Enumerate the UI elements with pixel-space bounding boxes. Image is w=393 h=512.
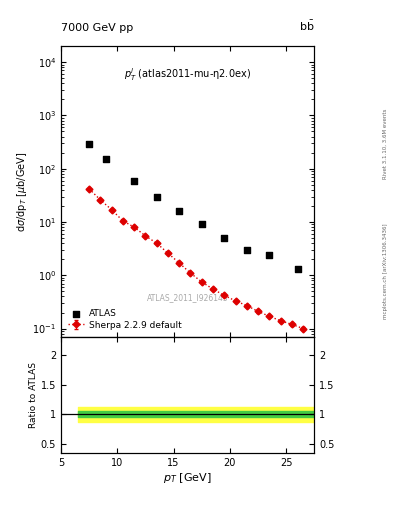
ATLAS xyxy=(294,265,301,273)
ATLAS xyxy=(131,177,137,185)
Text: mcplots.cern.ch [arXiv:1306.3436]: mcplots.cern.ch [arXiv:1306.3436] xyxy=(383,224,387,319)
Y-axis label: Ratio to ATLAS: Ratio to ATLAS xyxy=(29,362,38,428)
Text: 7000 GeV pp: 7000 GeV pp xyxy=(61,23,133,33)
ATLAS xyxy=(86,140,92,148)
ATLAS xyxy=(266,251,272,259)
ATLAS xyxy=(244,246,250,254)
ATLAS xyxy=(221,234,228,242)
Text: b$\bar{\mathsf{b}}$: b$\bar{\mathsf{b}}$ xyxy=(299,19,314,33)
Text: ATLAS_2011_I926145: ATLAS_2011_I926145 xyxy=(147,293,229,302)
Text: Rivet 3.1.10, 3.6M events: Rivet 3.1.10, 3.6M events xyxy=(383,108,387,179)
ATLAS xyxy=(176,207,182,215)
ATLAS xyxy=(198,220,205,228)
ATLAS xyxy=(103,155,109,163)
X-axis label: $p_T$ [GeV]: $p_T$ [GeV] xyxy=(163,471,212,485)
Legend: ATLAS, Sherpa 2.2.9 default: ATLAS, Sherpa 2.2.9 default xyxy=(65,306,184,332)
Y-axis label: d$\sigma$/dp$_T$ [$\mu$b/GeV]: d$\sigma$/dp$_T$ [$\mu$b/GeV] xyxy=(15,151,29,231)
ATLAS xyxy=(154,193,160,201)
Text: $p_T^l$ (atlas2011-mu-η2.0ex): $p_T^l$ (atlas2011-mu-η2.0ex) xyxy=(124,67,251,83)
